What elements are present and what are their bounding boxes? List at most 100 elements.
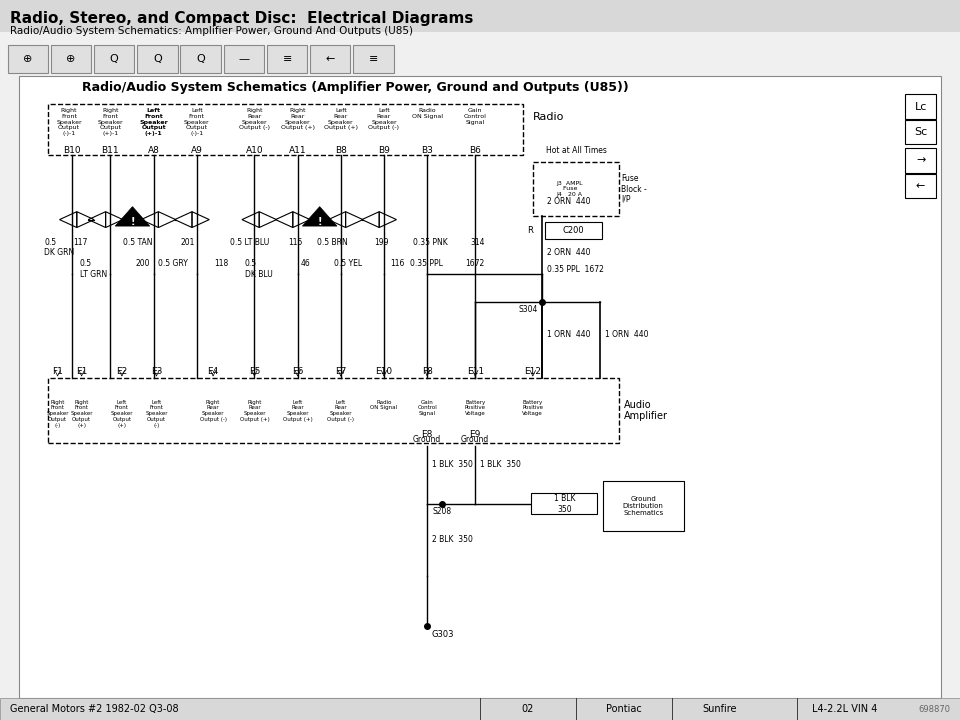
Text: A9: A9 [191, 145, 203, 155]
Text: Left
Rear
Speaker
Output (+): Left Rear Speaker Output (+) [283, 400, 312, 422]
Text: Battery
Positive
Voltage: Battery Positive Voltage [522, 400, 543, 416]
Text: E8: E8 [421, 431, 433, 439]
FancyBboxPatch shape [137, 45, 178, 73]
Text: !: ! [318, 217, 322, 227]
Text: E1: E1 [76, 367, 87, 376]
Text: 1 BLK  350: 1 BLK 350 [432, 460, 473, 469]
Text: 117: 117 [73, 238, 87, 246]
Text: C200: C200 [563, 226, 584, 235]
Text: Radio, Stereo, and Compact Disc:  Electrical Diagrams: Radio, Stereo, and Compact Disc: Electri… [10, 11, 473, 25]
Text: ⊕: ⊕ [66, 54, 76, 64]
Text: E2: E2 [116, 367, 128, 376]
Text: ≡: ≡ [369, 54, 378, 64]
Text: 698870: 698870 [919, 705, 950, 714]
Text: E11: E11 [467, 367, 484, 376]
Text: Right
Front
Speaker
Output
(-)-1: Right Front Speaker Output (-)-1 [57, 108, 82, 136]
Text: Left
Front
Speaker
Output
(-)-1: Left Front Speaker Output (-)-1 [184, 108, 209, 136]
Text: 1 BLK  350: 1 BLK 350 [480, 460, 521, 469]
Text: Sc: Sc [914, 127, 927, 137]
Text: G303: G303 [432, 630, 454, 639]
FancyBboxPatch shape [267, 45, 307, 73]
Text: E4: E4 [207, 367, 219, 376]
Text: Right
Rear
Speaker
Output (-): Right Rear Speaker Output (-) [200, 400, 227, 422]
Text: Ground
Distribution
Schematics: Ground Distribution Schematics [623, 496, 663, 516]
Text: Ground: Ground [413, 435, 442, 444]
Text: 2 BLK  350: 2 BLK 350 [432, 536, 473, 544]
Text: —: — [238, 54, 250, 64]
Text: !: ! [131, 217, 134, 227]
Text: Left
Front
Speaker
Output
(-): Left Front Speaker Output (-) [145, 400, 168, 428]
Text: 1 BLK
350: 1 BLK 350 [554, 495, 575, 513]
Text: B8: B8 [335, 145, 347, 155]
Text: 0.5 YEL: 0.5 YEL [334, 259, 362, 269]
FancyBboxPatch shape [94, 45, 134, 73]
Text: Radio
ON Signal: Radio ON Signal [371, 400, 397, 410]
Text: Battery
Positive
Voltage: Battery Positive Voltage [465, 400, 486, 416]
Text: Right
Rear
Speaker
Output (+): Right Rear Speaker Output (+) [280, 108, 315, 130]
Text: 1 ORN  440: 1 ORN 440 [547, 330, 590, 339]
Text: 2 ORN  440: 2 ORN 440 [547, 197, 590, 206]
Text: S304: S304 [518, 305, 538, 315]
Text: Right
Rear
Speaker
Output (+): Right Rear Speaker Output (+) [240, 400, 269, 422]
Text: B6: B6 [469, 145, 481, 155]
FancyBboxPatch shape [905, 120, 936, 144]
Text: 2 ORN  440: 2 ORN 440 [547, 248, 590, 256]
Text: 0.5
LT GRN: 0.5 LT GRN [80, 259, 107, 279]
Text: ←: ← [325, 54, 335, 64]
Text: Left
Front
Speaker
Output
(+)-1: Left Front Speaker Output (+)-1 [139, 108, 168, 136]
Text: E9: E9 [469, 431, 481, 439]
Text: B9: B9 [378, 145, 390, 155]
Text: Q: Q [153, 54, 162, 64]
Text: J3  AMPL
   Fuse
J4   20 A: J3 AMPL Fuse J4 20 A [557, 181, 584, 197]
Text: 118: 118 [214, 259, 228, 269]
Text: E7: E7 [335, 367, 347, 376]
Polygon shape [302, 207, 337, 226]
Text: E3: E3 [151, 367, 162, 376]
Text: Left
Rear
Speaker
Output (-): Left Rear Speaker Output (-) [369, 108, 399, 130]
Text: Left
Rear
Speaker
Output (+): Left Rear Speaker Output (+) [324, 108, 358, 130]
Text: Hot at All Times: Hot at All Times [545, 145, 607, 155]
Text: 0.35 PPL: 0.35 PPL [410, 259, 443, 269]
Text: A10: A10 [246, 145, 263, 155]
FancyBboxPatch shape [353, 45, 394, 73]
Text: Gain
Control
Signal: Gain Control Signal [464, 108, 487, 125]
Text: E12: E12 [524, 367, 541, 376]
Text: 02: 02 [522, 704, 534, 714]
Text: Radio
ON Signal: Radio ON Signal [412, 108, 443, 119]
Text: E10: E10 [375, 367, 393, 376]
Text: 115: 115 [288, 238, 302, 246]
Text: 46: 46 [300, 259, 310, 269]
FancyBboxPatch shape [0, 0, 960, 32]
Text: 0.35 PNK: 0.35 PNK [413, 238, 447, 246]
Text: 201: 201 [180, 238, 195, 246]
FancyBboxPatch shape [8, 45, 48, 73]
Text: Audio
Amplifier: Audio Amplifier [624, 400, 668, 421]
Text: E5: E5 [249, 367, 260, 376]
Text: 200: 200 [135, 259, 150, 269]
FancyBboxPatch shape [180, 45, 221, 73]
Text: F8: F8 [421, 367, 433, 376]
FancyBboxPatch shape [51, 45, 91, 73]
FancyBboxPatch shape [545, 222, 602, 239]
Text: ←: ← [916, 181, 925, 191]
Text: Q: Q [109, 54, 119, 64]
Text: Right
Front
Speaker
Output
(-): Right Front Speaker Output (-) [46, 400, 69, 428]
Text: L4-2.2L VIN 4: L4-2.2L VIN 4 [812, 704, 877, 714]
Text: Ground: Ground [461, 435, 490, 444]
Text: Right
Front
Speaker
Output
(+)-1: Right Front Speaker Output (+)-1 [98, 108, 123, 136]
Polygon shape [115, 207, 150, 226]
Text: 0.5 LT BLU: 0.5 LT BLU [230, 238, 270, 246]
FancyBboxPatch shape [905, 174, 936, 198]
Text: 0.5
DK BLU: 0.5 DK BLU [245, 259, 273, 279]
Text: B11: B11 [102, 145, 119, 155]
Text: R: R [527, 226, 533, 235]
Text: E6: E6 [292, 367, 303, 376]
Text: 0.5
DK GRN: 0.5 DK GRN [44, 238, 75, 257]
Text: 0.35 PPL  1672: 0.35 PPL 1672 [547, 265, 604, 274]
Text: 199: 199 [374, 238, 389, 246]
FancyBboxPatch shape [224, 45, 264, 73]
Text: →: → [916, 156, 925, 166]
FancyBboxPatch shape [905, 148, 936, 173]
Text: 0.5 TAN: 0.5 TAN [123, 238, 153, 246]
Text: Sunfire: Sunfire [703, 704, 737, 714]
